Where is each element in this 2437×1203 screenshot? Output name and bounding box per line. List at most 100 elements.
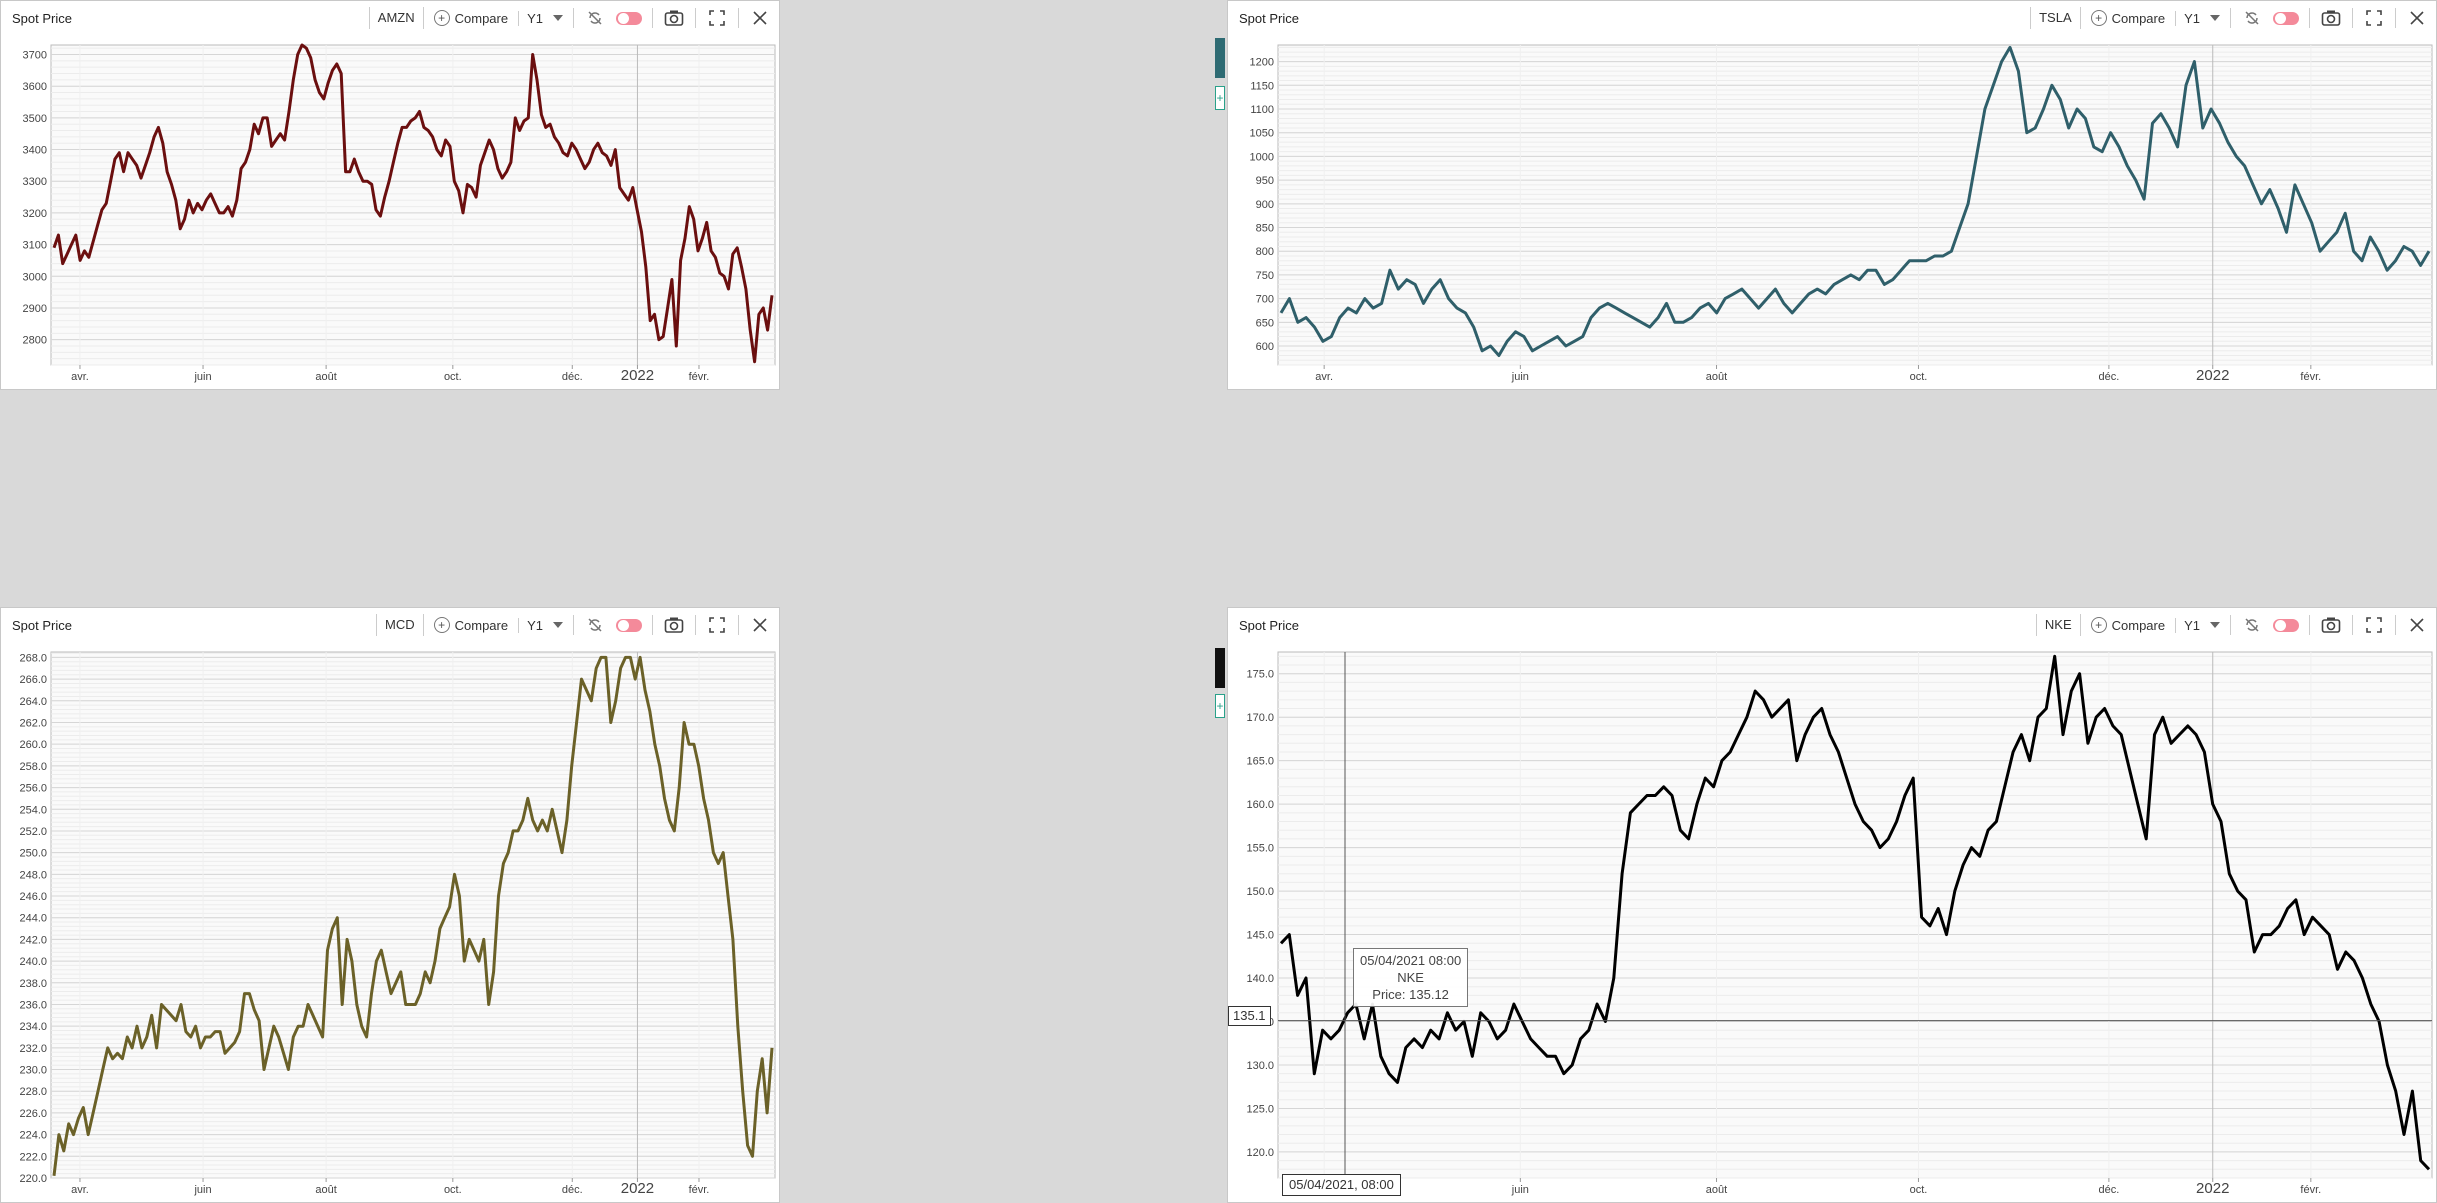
panel-header: Spot Price MCD + Compare Y1 [1,608,779,642]
plot-area [1277,44,2433,366]
y-tick-label: 1000 [1250,151,1274,163]
y-tick-label: 3100 [23,240,47,252]
y-tick-label: 222.0 [19,1151,47,1163]
toggle-switch[interactable] [2273,11,2299,25]
close-icon[interactable] [2406,614,2428,636]
fullscreen-icon[interactable] [706,7,728,29]
x-tick-label: 2022 [2196,367,2229,384]
panel-toolbar: NKE + Compare Y1 [2035,613,2428,637]
y-tick-label: 244.0 [19,913,47,925]
ticker-label[interactable]: MCD [376,614,424,636]
compare-button[interactable]: + Compare [2090,617,2165,633]
x-tick-label: juin [193,371,211,383]
side-tab[interactable] [1215,38,1225,78]
y-tick-label: 232.0 [19,1043,47,1055]
x-tick-label: avr. [1315,371,1333,383]
divider [695,8,696,28]
camera-icon[interactable] [663,614,685,636]
divider [2230,615,2231,635]
x-tick-label: déc. [2098,371,2119,383]
divider [2395,615,2396,635]
divider [652,615,653,635]
close-icon[interactable] [749,614,771,636]
y-tick-label: 175.0 [1246,669,1274,681]
y-tick-label: 3200 [23,208,47,220]
period-value: Y1 [527,617,543,633]
x-tick-label: juin [1511,1184,1529,1196]
chevron-down-icon [2210,622,2220,628]
series-line-mcd [52,655,774,1176]
divider [2352,8,2353,28]
toggle-switch[interactable] [616,11,642,25]
compare-button[interactable]: + Compare [2090,10,2165,26]
period-select[interactable]: Y1 [2175,10,2220,26]
y-tick-label: 230.0 [19,1065,47,1077]
toggle-switch[interactable] [616,618,642,632]
y-tick-label: 950 [1256,175,1274,187]
ticker-label[interactable]: TSLA [2030,7,2081,29]
fullscreen-icon[interactable] [706,614,728,636]
period-select[interactable]: Y1 [2175,617,2220,633]
y-tick-label: 252.0 [19,826,47,838]
x-tick-label: févr. [2300,371,2321,383]
side-add-button[interactable]: + [1215,694,1225,718]
sync-off-icon[interactable] [584,614,606,636]
x-tick-label: févr. [689,371,710,383]
panel-header: Spot Price AMZN + Compare Y1 [1,1,779,35]
camera-icon[interactable] [663,7,685,29]
sync-off-icon[interactable] [2241,7,2263,29]
series-line-amzn [52,43,774,364]
tsla-line-chart: 600 650 700 750 800 850 900 950 1000 1050 1100 1150… [1250,44,2433,384]
divider [573,615,574,635]
y-tick-label: 226.0 [19,1108,47,1120]
close-icon[interactable] [2406,7,2428,29]
plus-circle-icon: + [2090,10,2107,26]
mcd-line-chart: 220.0 222.0 224.0 226.0 228.0 230.0 232.0 234.0… [19,651,776,1197]
y-tick-label: 3300 [23,176,47,188]
side-tab[interactable] [1215,648,1225,688]
y-tick-label: 234.0 [19,1021,47,1033]
fullscreen-icon[interactable] [2363,614,2385,636]
y-tick-label: 266.0 [19,674,47,686]
tooltip-ticker: NKE [1397,970,1424,985]
y-tick-label: 800 [1256,246,1274,258]
x-tick-label: avr. [71,1184,89,1196]
y-tick-label: 155.0 [1246,843,1274,855]
close-icon[interactable] [749,7,771,29]
divider [652,8,653,28]
fullscreen-icon[interactable] [2363,7,2385,29]
compare-label: Compare [454,10,509,26]
x-tick-label: avr. [71,371,89,383]
chevron-down-icon [2210,15,2220,21]
panel-header: Spot Price TSLA + Compare Y1 [1228,1,2436,35]
compare-button[interactable]: + Compare [433,10,509,26]
compare-button[interactable]: + Compare [433,617,508,633]
chevron-down-icon [553,15,563,21]
ticker-label[interactable]: NKE [2035,614,2081,636]
y-tick-label: 145.0 [1246,930,1274,942]
y-tick-label: 238.0 [19,978,47,990]
y-tick-label: 1200 [1250,57,1274,69]
x-tick-label: déc. [2098,1184,2119,1196]
panel-toolbar: TSLA + Compare Y1 [2030,6,2428,30]
sync-off-icon[interactable] [584,7,606,29]
y-tick-label: 3600 [23,81,47,93]
y-tick-label: 1150 [1250,80,1274,92]
ticker-label[interactable]: AMZN [368,7,424,29]
toggle-switch[interactable] [2273,618,2299,632]
divider [2309,615,2310,635]
y-tick-label: 250.0 [19,848,47,860]
camera-icon[interactable] [2320,7,2342,29]
x-tick-label: juin [1511,371,1529,383]
y-tick-label: 125.0 [1246,1103,1274,1115]
nke-line-chart: 120.0125.0130.0135.0140.0145.0150.0155.0… [1246,651,2433,1197]
camera-icon[interactable] [2320,614,2342,636]
x-tick-label: 2022 [621,367,654,384]
side-add-button[interactable]: + [1215,86,1225,110]
period-select[interactable]: Y1 [518,10,563,26]
period-select[interactable]: Y1 [518,617,563,633]
x-tick-label: déc. [562,371,583,383]
sync-off-icon[interactable] [2241,614,2263,636]
y-tick-label: 246.0 [19,891,47,903]
x-tick-label: févr. [689,1184,710,1196]
